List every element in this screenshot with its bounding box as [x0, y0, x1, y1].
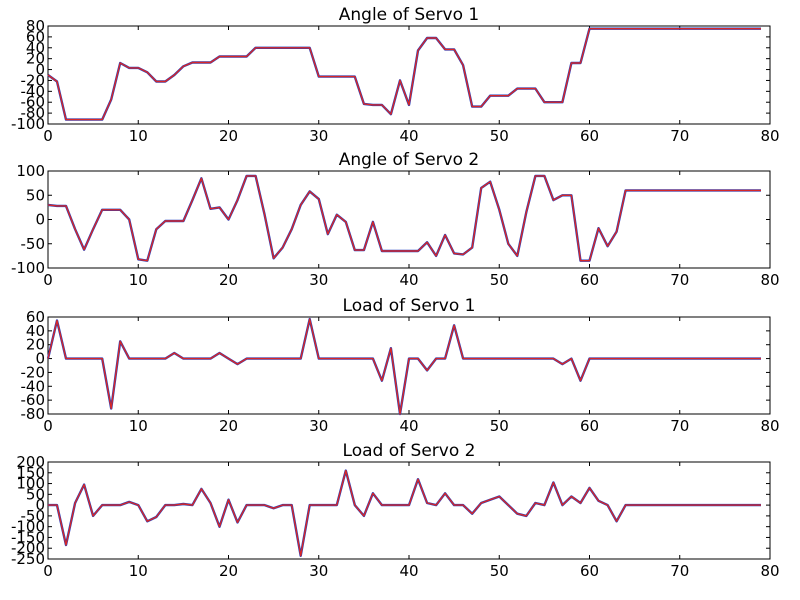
series-line-underlay — [47, 174, 761, 262]
y-tick-label: 50 — [26, 186, 45, 204]
series-line-underlay — [48, 469, 761, 557]
y-tick-label: 200 — [16, 453, 45, 471]
x-tick-label: 0 — [43, 562, 53, 580]
series-line — [48, 469, 761, 557]
y-tick-label: -100 — [11, 259, 45, 277]
chart-title: Angle of Servo 2 — [339, 150, 480, 170]
y-tick-label: 50 — [26, 485, 45, 503]
x-tick-label: 20 — [219, 562, 238, 580]
y-tick-label: 0 — [35, 496, 45, 514]
series-line — [47, 318, 761, 415]
x-tick-label: 50 — [490, 127, 509, 145]
x-tick-label: 20 — [219, 417, 238, 435]
y-tick-label: 60 — [26, 308, 45, 326]
x-tick-label: 10 — [129, 562, 148, 580]
y-tick-label: -60 — [21, 93, 46, 111]
chart-title: Load of Servo 1 — [343, 296, 476, 316]
series-line-underlay — [47, 27, 761, 121]
x-tick-label: 80 — [760, 127, 779, 145]
y-tick-label: 150 — [16, 464, 45, 482]
x-tick-label: 40 — [399, 127, 418, 145]
y-tick-label: 100 — [16, 162, 45, 180]
x-tick-label: 40 — [399, 271, 418, 289]
chart-title: Load of Servo 2 — [343, 441, 476, 461]
y-tick-label: 20 — [26, 50, 45, 68]
y-tick-label: -250 — [11, 550, 45, 568]
y-tick-label: -80 — [21, 405, 46, 423]
x-tick-label: 20 — [219, 271, 238, 289]
x-tick-label: 20 — [219, 127, 238, 145]
y-tick-label: -20 — [21, 363, 46, 381]
y-tick-label: -100 — [11, 518, 45, 536]
plot-frame — [47, 461, 771, 560]
y-tick-label: -40 — [21, 377, 46, 395]
x-tick-label: 10 — [129, 127, 148, 145]
y-tick-label: 60 — [26, 28, 45, 46]
x-tick-label: 30 — [309, 417, 328, 435]
y-tick-label: -200 — [11, 539, 45, 557]
y-tick-label: 0 — [35, 61, 45, 79]
x-tick-label: 60 — [580, 562, 599, 580]
x-tick-label: 80 — [760, 417, 779, 435]
plot-frame — [47, 170, 771, 269]
y-tick-label: 100 — [16, 475, 45, 493]
y-tick-label: 80 — [26, 17, 45, 35]
series-line — [47, 28, 761, 121]
x-tick-label: 10 — [129, 271, 148, 289]
y-tick-label: 20 — [26, 336, 45, 354]
x-tick-label: 70 — [670, 127, 689, 145]
x-tick-label: 70 — [670, 271, 689, 289]
y-tick-label: -40 — [21, 82, 46, 100]
x-tick-label: 0 — [43, 127, 53, 145]
y-tick-label: 40 — [26, 322, 45, 340]
series-line — [47, 175, 761, 262]
x-tick-label: 50 — [490, 271, 509, 289]
chart-title: Angle of Servo 1 — [339, 5, 480, 25]
x-tick-label: 30 — [309, 271, 328, 289]
x-tick-label: 40 — [399, 417, 418, 435]
y-tick-label: -50 — [21, 235, 46, 253]
y-tick-label: 40 — [26, 39, 45, 57]
subplot-1: Angle of Servo 1 0 10 20 30 40 50 60 70 80 -100-80… — [11, 5, 780, 145]
x-tick-label: 40 — [399, 562, 418, 580]
x-tick-label: 70 — [670, 562, 689, 580]
x-tick-label: 10 — [129, 417, 148, 435]
y-tick-label: -80 — [21, 104, 46, 122]
x-tick-label: 70 — [670, 417, 689, 435]
x-tick-label: 30 — [309, 562, 328, 580]
y-tick-label: 0 — [35, 211, 45, 229]
y-tick-label: -60 — [21, 391, 46, 409]
subplot-3: Load of Servo 1 0 10 20 30 40 50 60 70 80 -80-60-4… — [21, 296, 780, 435]
y-tick-label: -20 — [21, 71, 46, 89]
x-tick-label: 0 — [43, 271, 53, 289]
x-tick-label: 60 — [580, 271, 599, 289]
x-tick-label: 80 — [760, 271, 779, 289]
x-tick-label: 50 — [490, 562, 509, 580]
subplot-4: Load of Servo 2 0 10 20 30 40 50 60 70 80 -250-200… — [11, 441, 780, 580]
subplot-2: Angle of Servo 2 0 10 20 30 40 50 60 70 80 -100 -50… — [11, 150, 780, 289]
x-tick-label: 60 — [580, 127, 599, 145]
y-tick-label: 0 — [35, 350, 45, 368]
x-tick-label: 30 — [309, 127, 328, 145]
plot-frame — [47, 25, 771, 125]
x-tick-label: 50 — [490, 417, 509, 435]
y-tick-label: -50 — [21, 507, 46, 525]
x-tick-label: 0 — [43, 417, 53, 435]
y-tick-label: -100 — [11, 115, 45, 133]
x-tick-label: 60 — [580, 417, 599, 435]
x-tick-label: 80 — [760, 562, 779, 580]
series-line-underlay — [46, 317, 761, 416]
y-tick-label: -150 — [11, 528, 45, 546]
